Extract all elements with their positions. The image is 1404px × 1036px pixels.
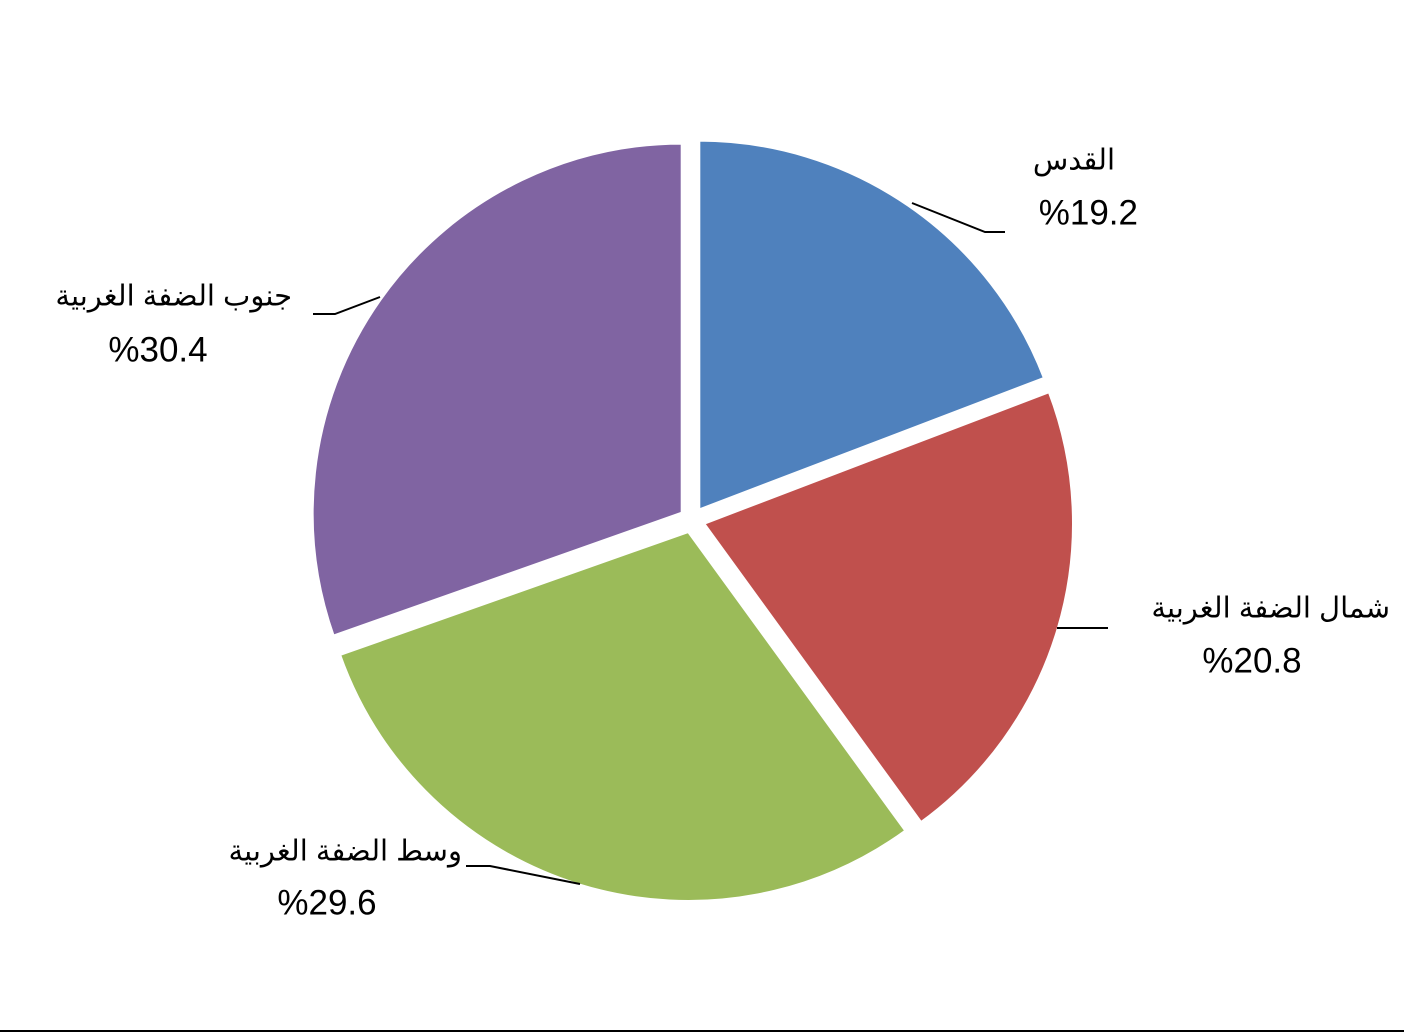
slice-label: جنوب الضفة الغربية <box>55 281 292 313</box>
value-label: %20.8 <box>1202 641 1301 680</box>
slice-label: وسط الضفة الغربية <box>229 836 462 868</box>
leader-line <box>466 865 581 885</box>
leader-line <box>313 296 381 315</box>
value-label: %30.4 <box>108 330 207 369</box>
leader-line <box>911 202 1005 233</box>
pie-slice <box>697 138 1047 513</box>
value-label: %29.6 <box>277 883 376 922</box>
slice-label: شمال الضفة الغربية <box>1151 593 1390 625</box>
slice-label: القدس <box>1033 145 1115 177</box>
value-label: %19.2 <box>1039 193 1138 232</box>
pie-slice <box>310 141 684 639</box>
